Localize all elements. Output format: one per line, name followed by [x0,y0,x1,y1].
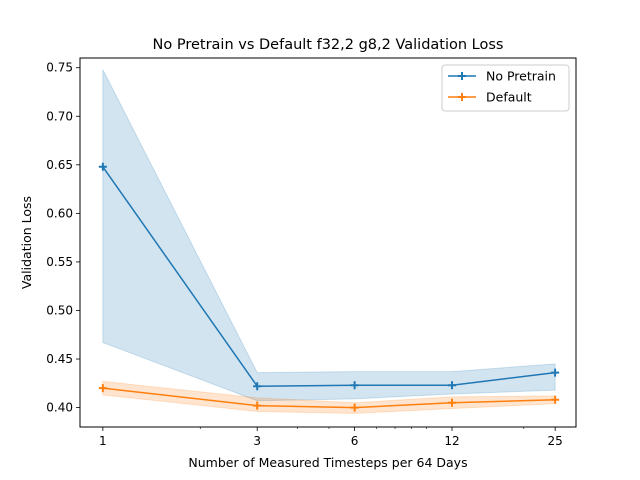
x-axis-ticks: 1 3 6 12 25 [99,427,563,448]
data-point-s1-2 [350,403,359,412]
legend-label: No Pretrain [486,69,556,84]
data-point-s0-3 [448,381,457,390]
data-point-s1-1 [253,401,262,410]
x-tick-label: 12 [444,434,459,448]
chart-title: No Pretrain vs Default f32,2 g8,2 Valida… [153,37,504,53]
y-axis-ticks: 0.40 0.45 0.50 0.55 0.60 0.65 0.70 0.75 [46,61,80,415]
y-tick-label: 0.65 [46,158,73,172]
y-tick-label: 0.45 [46,352,73,366]
legend-swatch-marker [458,93,466,101]
y-tick-label: 0.50 [46,303,73,317]
y-tick-label: 0.70 [46,109,73,123]
series-markers [98,162,560,412]
series-band-0 [102,69,556,402]
x-tick-label: 25 [548,434,563,448]
data-point-s1-0 [98,384,107,393]
x-tick-label: 3 [253,434,261,448]
data-point-s0-1 [253,382,262,391]
confidence-bands [102,69,556,414]
legend: No Pretrain Default [441,64,570,112]
data-point-s1-4 [551,395,560,404]
data-point-s1-3 [448,398,457,407]
x-tick-label: 1 [99,434,107,448]
data-point-s0-0 [98,162,107,171]
data-point-s0-2 [350,381,359,390]
x-tick-label: 6 [351,434,359,448]
y-tick-label: 0.55 [46,255,73,269]
legend-swatch-marker [458,72,466,80]
y-tick-label: 0.60 [46,206,73,220]
x-axis-label: Number of Measured Timesteps per 64 Days [188,455,467,470]
plot-frame [79,57,577,428]
legend-label: Default [486,90,532,105]
y-tick-label: 0.40 [46,401,73,415]
data-point-s0-4 [551,368,560,377]
y-axis-label: Validation Loss [19,196,34,289]
y-tick-label: 0.75 [46,61,73,75]
